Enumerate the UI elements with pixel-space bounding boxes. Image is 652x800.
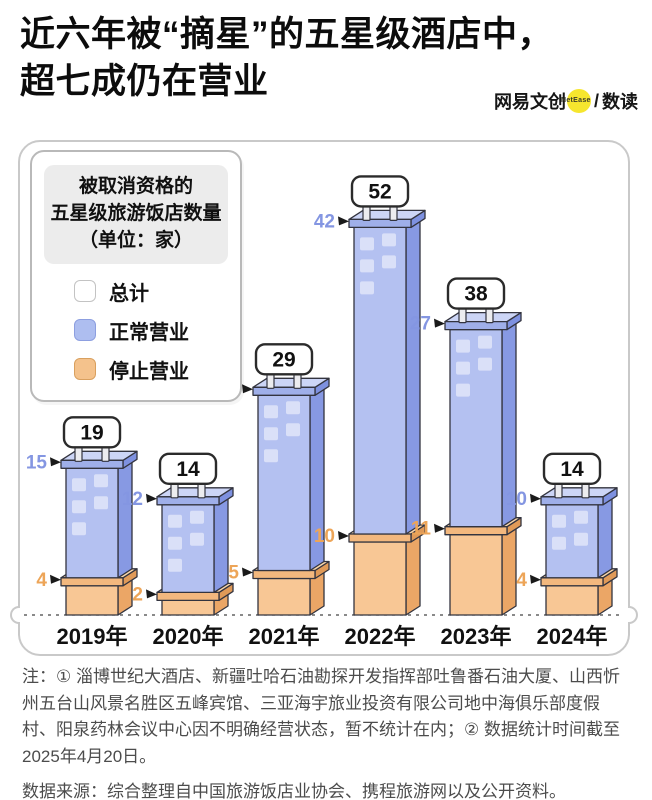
year-label: 2021年 (249, 624, 320, 649)
total-swatch-icon (74, 280, 96, 303)
legend-item-total: 总计 (74, 277, 228, 306)
legend-label-open: 正常营业 (109, 321, 189, 344)
total-sign-2023年: 38 (446, 277, 506, 310)
data-source: 数据来源：综合整理自中国旅游饭店业协会、携程旅游网以及公开资料。 (22, 782, 566, 800)
total-sign-2024年: 14 (542, 452, 602, 485)
year-label: 2024年 (537, 624, 608, 649)
legend-items: 总计 正常营业 停止营业 (74, 277, 228, 384)
closed-value-label: 2 (132, 584, 143, 605)
brand-logo: 网易文创 NetEase / 数读 (494, 88, 638, 114)
building-2021年: 292452021年 (218, 343, 330, 649)
closed-value-label: 4 (36, 570, 47, 591)
building-2023年: 38 27 11 2023年 (410, 277, 522, 649)
building-2024年: 14 10 4 2024年 (506, 452, 618, 649)
legend-title: 被取消资格的 五星级旅游饭店数量 （单位：家） (44, 165, 228, 264)
footer: 注：① 淄博世纪大酒店、新疆吐哈石油勘探开发指挥部吐鲁番石油大厦、山西忻州五台山… (22, 664, 632, 800)
open-value-label: 10 (506, 489, 527, 510)
open-value-label: 12 (122, 489, 143, 510)
legend-title-line-1: 被取消资格的 (78, 176, 193, 197)
legend-label-total: 总计 (109, 282, 149, 305)
svg-text:38: 38 (464, 283, 488, 306)
footnote: 注：① 淄博世纪大酒店、新疆吐哈石油勘探开发指挥部吐鲁番石油大厦、山西忻州五台山… (22, 667, 620, 766)
closed-value-label: 10 (314, 526, 335, 547)
year-label: 2023年 (441, 624, 512, 649)
brand-slash: / (593, 90, 599, 111)
legend-box: 被取消资格的 五星级旅游饭店数量 （单位：家） 总计 正常营业 停止营业 (30, 150, 242, 402)
total-sign-2021年: 29 (254, 343, 314, 376)
baseline-notch-left (10, 606, 20, 624)
svg-text:52: 52 (368, 180, 391, 203)
netease-badge-icon: NetEase (561, 89, 591, 113)
svg-text:14: 14 (560, 458, 584, 481)
legend-title-line-2: 五星级旅游饭店数量 (50, 202, 222, 224)
open-value-label: 15 (26, 452, 48, 473)
baseline-notch-right (628, 606, 638, 624)
svg-text:29: 29 (272, 348, 295, 371)
total-sign-2020年: 14 (158, 452, 218, 485)
brand-name: 网易文创 (493, 92, 566, 112)
open-value-label: 27 (410, 314, 431, 335)
open-swatch-icon (74, 319, 96, 342)
year-label: 2022年 (345, 624, 416, 649)
total-sign-2019年: 19 (62, 416, 122, 449)
open-value-label: 42 (314, 211, 335, 232)
badge-label: NetEase (560, 97, 591, 104)
svg-text:19: 19 (80, 421, 103, 444)
svg-text:14: 14 (176, 458, 200, 481)
bar-chart-svg: 191542019年141222020年292452021年5242102022… (24, 175, 624, 649)
legend-item-closed: 停止营业 (74, 355, 228, 384)
legend-item-open: 正常营业 (74, 316, 228, 345)
legend-label-closed: 停止营业 (109, 360, 189, 383)
closed-value-label: 5 (228, 563, 239, 584)
title-line-1: 近六年被“摘星”的五星级酒店中， (20, 15, 554, 54)
building-2022年: 52 42 10 2022年 (314, 175, 426, 649)
brand-sub: 数读 (602, 92, 638, 112)
closed-swatch-icon (74, 358, 96, 381)
total-sign-2022年: 52 (350, 175, 410, 208)
title-line-2: 超七成仍在营业 (20, 61, 269, 101)
header: 近六年被“摘星”的五星级酒店中， 超七成仍在营业 网易文创 NetEase / … (20, 12, 638, 113)
closed-value-label: 4 (516, 570, 527, 591)
building-2020年: 14 12 2 2020年 (122, 452, 234, 649)
building-2019年: 19 15 4 2019年 (26, 416, 138, 649)
closed-value-label: 11 (411, 519, 432, 540)
chart-frame: 191542019年141222020年292452021年5242102022… (10, 140, 638, 656)
legend-title-line-3: （单位：家） (78, 229, 193, 251)
page-title: 近六年被“摘星”的五星级酒店中， 超七成仍在营业 (20, 12, 638, 106)
year-label: 2020年 (153, 624, 224, 649)
year-label: 2019年 (57, 624, 128, 649)
